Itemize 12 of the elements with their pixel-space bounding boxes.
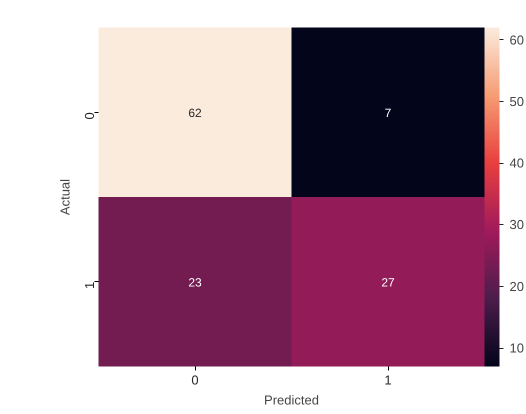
data-label: 7 [384, 106, 392, 120]
color-bar-label: 30 [510, 217, 524, 232]
color-bar-label: 10 [510, 340, 524, 356]
color-bar-label: 40 [510, 156, 524, 171]
data-label: 23 [188, 275, 202, 290]
color-bar-label: 50 [510, 94, 524, 109]
color-bar-label: 20 [510, 278, 524, 294]
y-axis-title: Actual [58, 178, 72, 216]
color-bar-label: 60 [510, 32, 524, 48]
data-label: 27 [381, 275, 395, 290]
x-axis-title: Predicted [264, 392, 319, 408]
data-label: 62 [188, 106, 202, 120]
